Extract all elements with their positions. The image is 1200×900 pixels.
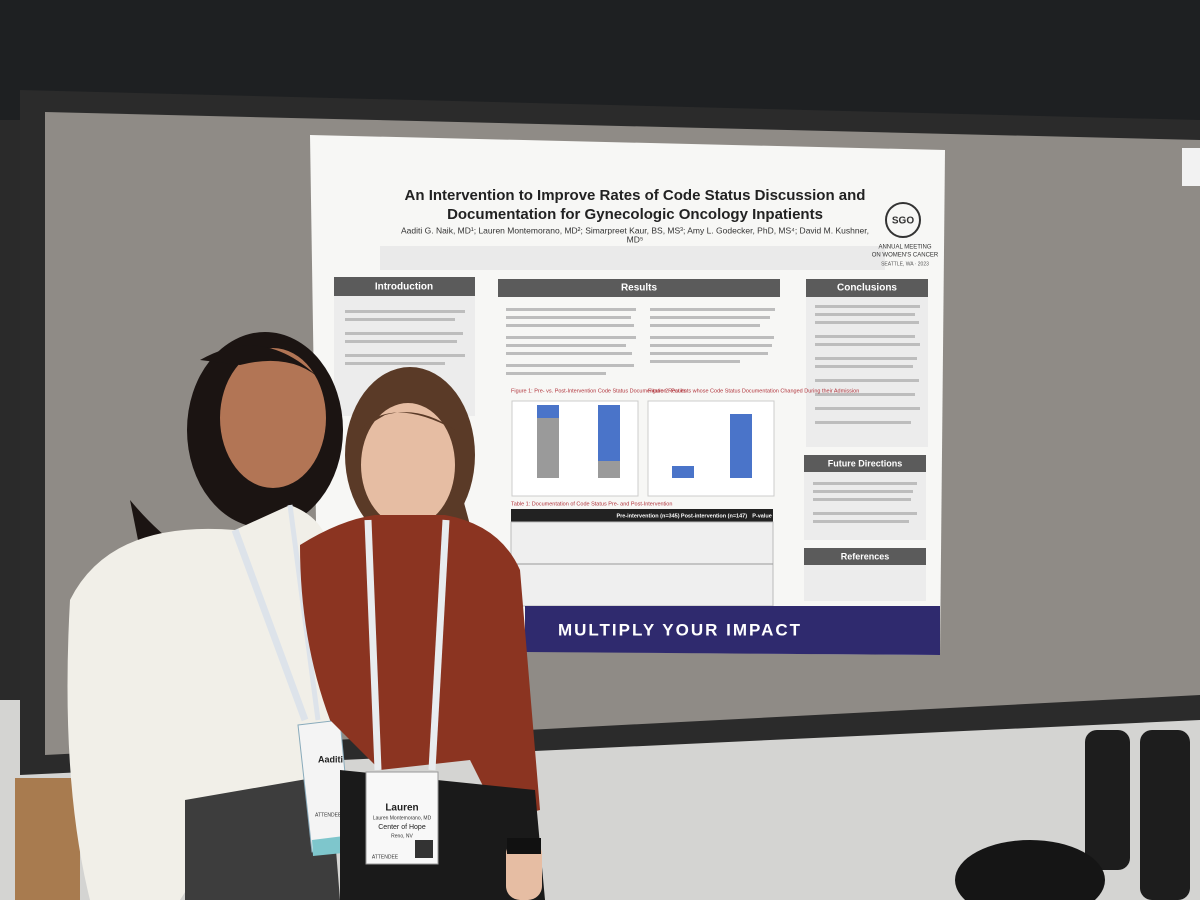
references-panel [804,565,926,601]
text-lines [345,305,920,523]
table-header-cell: P-value [752,513,772,519]
badge-role: ATTENDEE [315,812,342,818]
conclusions-panel [806,297,928,447]
qr-code [415,840,433,858]
section-title: Results [621,283,658,294]
figure-caption: Figure 1: Pre- vs. Post-Intervention Cod… [511,388,687,394]
gray-skirt [185,775,340,900]
lanyard [364,519,382,771]
logo-text: ON WOMEN'S CANCER [872,253,939,259]
poster-banner [525,606,940,655]
badge-full-name: Lauren Montemorano, MD [373,815,432,821]
figure-bar [598,405,620,461]
figure-bar [672,466,694,478]
table-header-cell: Post-intervention (n=147) [681,513,747,519]
badge-name: Aaditi [318,754,343,764]
poster-authors: MD⁵ [627,234,644,244]
section-header [806,279,928,297]
poster-authors: Aaditi G. Naik, MD¹; Lauren Montemorano,… [401,225,869,235]
background-person [1140,730,1190,900]
table-caption: Table 1: Documentation of Code Status Pr… [511,501,672,507]
banner-text: MULTIPLY YOUR IMPACT [558,620,802,639]
figure-box [647,400,775,497]
rust-top [300,515,540,820]
table-header-cell: Pre-intervention (n=345) [616,513,679,519]
figure-bar [537,418,559,478]
lanyard [428,519,450,771]
figure-bar [598,461,620,478]
affiliations-block [380,246,885,270]
section-header [334,277,475,296]
logo-mark: SGO [892,216,914,227]
section-header [498,279,780,297]
figure-caption: Figure 2: Patients whose Code Status Doc… [648,388,859,394]
lanyard [287,504,321,721]
hair [200,345,330,390]
section-header [804,548,926,565]
figure-bar [537,405,559,418]
badge-org: Center of Hope [378,824,426,831]
section-title: Conclusions [837,283,897,294]
backpack [955,840,1105,900]
section-title: Introduction [375,282,433,293]
poster-title: An Intervention to Improve Rates of Code… [405,187,866,204]
face [361,403,455,527]
board-number-tag [1182,148,1200,186]
badge-place: Reno, NV [391,833,413,839]
logo-text: ANNUAL MEETING [878,245,931,251]
watch [507,838,541,854]
arm [506,840,542,900]
badge-name: Lauren [385,803,418,814]
background-person [1085,730,1130,870]
table-header [511,509,773,522]
sgo-logo [885,202,921,238]
face [220,348,326,488]
logo-text: SEATTLE, WA · 2023 [881,261,929,267]
badge-role: ATTENDEE [372,854,399,860]
lanyard [231,528,309,722]
section-title: Future Directions [828,458,903,468]
cardboard-tube [15,778,80,900]
section-title: References [841,551,890,561]
poster-title: Documentation for Gynecologic Oncology I… [447,206,823,223]
section-header [804,455,926,472]
figure-bar [730,414,752,478]
